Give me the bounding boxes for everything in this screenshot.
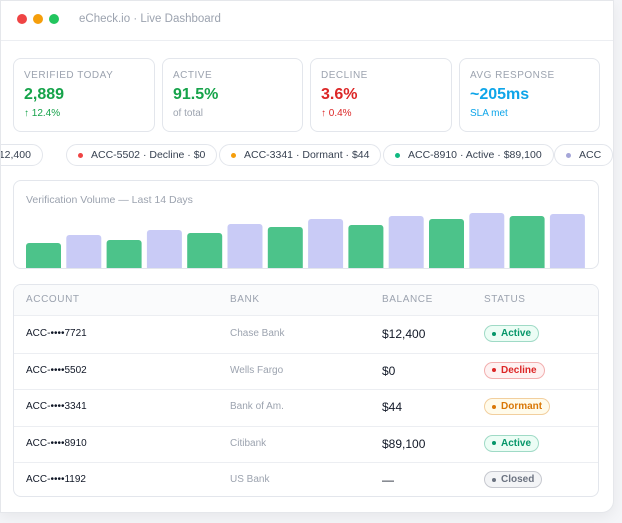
bar [146,230,182,268]
ticker-text: $12,400 [1,149,31,161]
status-dot [566,152,571,158]
bar [469,213,505,268]
stat-sub: ↑ 0.4% [321,108,352,119]
status-pill: Dormant [484,398,551,415]
account-cell: ACC-••••3341 [26,401,87,412]
ticker-chip[interactable]: ACC [554,144,613,166]
close-dot[interactable] [17,14,27,24]
bank-cell: Bank of Am. [230,401,284,412]
bar [429,219,464,268]
bank-cell: Citibank [230,437,267,449]
chart-title: Verification Volume — Last 14 Days [26,194,193,206]
accounts-table: ACCOUNT BANK BALANCE STATUS ACC-••••7721 Chas… [13,284,599,497]
stat-label: ACTIVE [173,70,213,81]
bar [308,219,344,268]
bar [549,214,585,268]
stat-label: AVG RESPONSE [470,70,555,81]
status-dot [78,152,83,158]
status-text: Decline [501,364,537,376]
status-dot [492,441,496,445]
stat-label: DECLINE [321,70,368,81]
stat-card: DECLINE 3.6% ↑ 0.4% [310,58,452,132]
stat-sub: SLA met [470,108,508,119]
ticker-chip[interactable]: ACC-8910 · Active · $89,100 [383,144,554,166]
balance-cell: $12,400 [382,327,426,341]
status-pill: Active [484,434,540,452]
ticker-chip[interactable]: $12,400 [1,144,43,166]
minimize-dot[interactable] [33,14,43,24]
bar [106,240,142,268]
zoom-dot[interactable] [49,14,59,24]
stat-sub: ↑ 12.4% [24,108,61,119]
row-divider [14,462,598,463]
stat-sub: of total [173,108,204,119]
status-text: Active [501,328,532,339]
bar [348,225,384,268]
column-header: BALANCE [382,294,433,305]
status-dot [492,477,496,482]
bar [26,243,61,268]
balance-cell: $0 [382,363,396,378]
ticker-chip[interactable]: ACC-3341 · Dormant · $44 [219,144,382,166]
bar [187,233,223,268]
stat-value: ~205ms [470,86,530,103]
account-cell: ACC-••••8910 [26,437,87,449]
status-dot [492,404,496,409]
bank-cell: US Bank [230,474,270,485]
row-divider [14,389,598,390]
status-text: Dormant [501,401,543,412]
status-pill: Active [484,325,540,342]
status-text: Closed [501,474,535,485]
bank-cell: Wells Fargo [230,364,284,376]
bar [227,224,263,268]
stat-value: 3.6% [321,86,358,103]
row-divider [14,352,598,354]
status-dot [395,152,400,158]
column-header: ACCOUNT [26,294,80,305]
row-divider [14,425,598,427]
bar [267,227,303,268]
ticker-chip[interactable]: ACC-5502 · Decline · $0 [66,144,218,166]
bank-cell: Chase Bank [230,328,285,339]
ticker-text: ACC [579,149,602,161]
balance-cell: $44 [382,400,403,414]
stat-value: 2,889 [24,86,65,103]
status-dot [231,152,236,158]
bar [509,216,545,268]
chart-card: Verification Volume — Last 14 Days [13,180,599,269]
status-dot [492,368,496,372]
status-dot [492,331,496,336]
ticker-text: ACC-5502 · Decline · $0 [91,149,206,161]
stat-card: AVG RESPONSE ~205ms SLA met [459,58,600,132]
ticker-text: ACC-3341 · Dormant · $44 [244,149,370,161]
stat-label: VERIFIED TODAY [24,70,114,81]
account-cell: ACC-••••7721 [26,328,87,339]
stat-card: ACTIVE 91.5% of total [162,58,303,132]
bar [66,235,102,268]
balance-cell: — [382,473,394,487]
status-pill: Closed [484,471,543,488]
status-pill: Decline [484,361,545,379]
ticker-text: ACC-8910 · Active · $89,100 [408,149,542,161]
stat-card: VERIFIED TODAY 2,889 ↑ 12.4% [13,58,155,132]
column-header: STATUS [484,294,526,305]
window: eCheck.io · Live Dashboard Verification … [0,0,614,513]
account-cell: ACC-••••1192 [26,474,86,485]
bar-chart [26,213,585,268]
column-header: BANK [230,294,260,305]
title-bar [1,1,613,41]
window-title: eCheck.io · Live Dashboard [79,13,221,25]
account-cell: ACC-••••5502 [26,364,87,376]
bar [388,216,424,268]
table-header [14,285,598,316]
stat-value: 91.5% [173,86,219,103]
balance-cell: $89,100 [382,436,426,451]
status-text: Active [501,437,532,449]
